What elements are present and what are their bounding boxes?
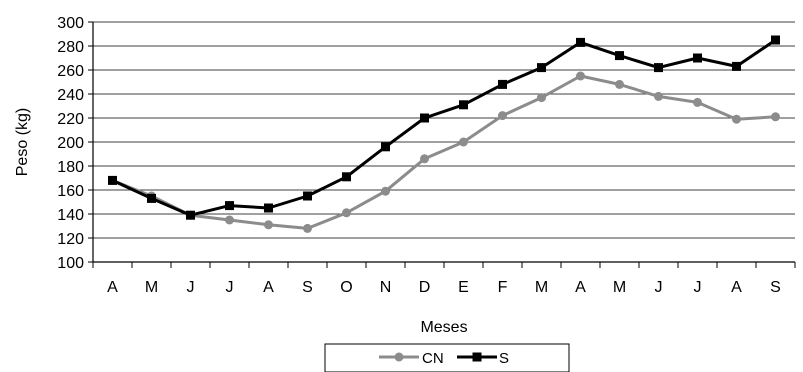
- data-point-cn: [225, 215, 234, 225]
- data-point-s: [264, 203, 273, 213]
- series-line-s: [111, 38, 777, 217]
- x-tick-label: J: [655, 279, 663, 296]
- data-point-s: [108, 175, 117, 185]
- x-tick-label: J: [226, 279, 234, 296]
- x-tick-label: M: [613, 279, 626, 296]
- x-tick-label: S: [302, 279, 313, 296]
- series-line-cn: [111, 74, 776, 230]
- series-layer: [108, 35, 780, 233]
- series-cn: [108, 71, 780, 233]
- data-point-cn: [420, 154, 429, 164]
- data-point-cn: [771, 112, 780, 122]
- data-point-s: [303, 191, 312, 201]
- y-tick-label: 180: [57, 159, 84, 176]
- x-tick-label: A: [263, 279, 274, 296]
- x-tick-label: N: [380, 279, 392, 296]
- data-point-s: [771, 35, 780, 45]
- legend-s-label: S: [499, 350, 509, 367]
- y-axis-title: Peso (kg): [14, 108, 31, 176]
- x-tick-label: A: [575, 279, 586, 296]
- y-tick-label: 160: [57, 183, 84, 200]
- data-point-cn: [381, 186, 390, 196]
- legend-box: [324, 343, 570, 372]
- x-tick-label: A: [107, 279, 118, 296]
- data-point-s: [654, 63, 663, 73]
- legend-cn-marker: [394, 352, 404, 362]
- x-tick-label: F: [498, 279, 508, 296]
- data-point-cn: [732, 114, 741, 124]
- data-point-cn: [459, 137, 468, 147]
- grid-lines: [93, 21, 795, 239]
- data-point-s: [186, 210, 195, 220]
- data-point-s: [732, 61, 741, 71]
- data-point-s: [420, 113, 429, 123]
- x-tick-label: S: [770, 279, 781, 296]
- data-point-s: [459, 100, 468, 110]
- data-point-cn: [342, 208, 351, 218]
- y-tick-label: 140: [57, 207, 84, 224]
- data-point-cn: [693, 97, 702, 107]
- data-point-cn: [654, 91, 663, 101]
- legend: CN S: [324, 343, 570, 372]
- x-tick-label: E: [458, 279, 469, 296]
- legend-cn-label: CN: [422, 350, 444, 367]
- data-point-cn: [615, 79, 624, 89]
- data-point-s: [576, 37, 585, 47]
- legend-s-marker: [472, 352, 482, 362]
- y-tick-label: 200: [57, 135, 84, 152]
- x-tick-label: J: [187, 279, 195, 296]
- y-tick-label: 100: [57, 255, 84, 272]
- data-point-cn: [537, 93, 546, 103]
- x-tick-label: A: [731, 279, 742, 296]
- data-point-s: [225, 201, 234, 211]
- x-tick-label: M: [145, 279, 158, 296]
- x-axis-title: Meses: [420, 319, 467, 336]
- data-point-s: [615, 51, 624, 61]
- y-tick-label: 120: [57, 231, 84, 248]
- x-tick-label: O: [340, 279, 352, 296]
- data-point-s: [537, 63, 546, 73]
- data-point-s: [342, 172, 351, 182]
- data-point-cn: [264, 220, 273, 230]
- data-point-s: [693, 53, 702, 63]
- data-point-s: [381, 142, 390, 152]
- data-point-cn: [498, 111, 507, 121]
- y-tick-label: 300: [57, 15, 84, 32]
- y-tick-label: 280: [57, 39, 84, 56]
- data-point-s: [498, 79, 507, 89]
- y-tick-label: 220: [57, 111, 84, 128]
- x-tick-label: J: [694, 279, 702, 296]
- x-tick-label: M: [535, 279, 548, 296]
- y-tick-label: 240: [57, 87, 84, 104]
- data-point-cn: [576, 71, 585, 81]
- data-point-s: [147, 193, 156, 203]
- y-tick-labels: 100 120 140 160 180 200 220 240 260 280 300: [57, 15, 93, 272]
- y-tick-label: 260: [57, 63, 84, 80]
- x-tick-label: D: [419, 279, 431, 296]
- data-point-cn: [303, 223, 312, 233]
- series-s: [108, 35, 780, 220]
